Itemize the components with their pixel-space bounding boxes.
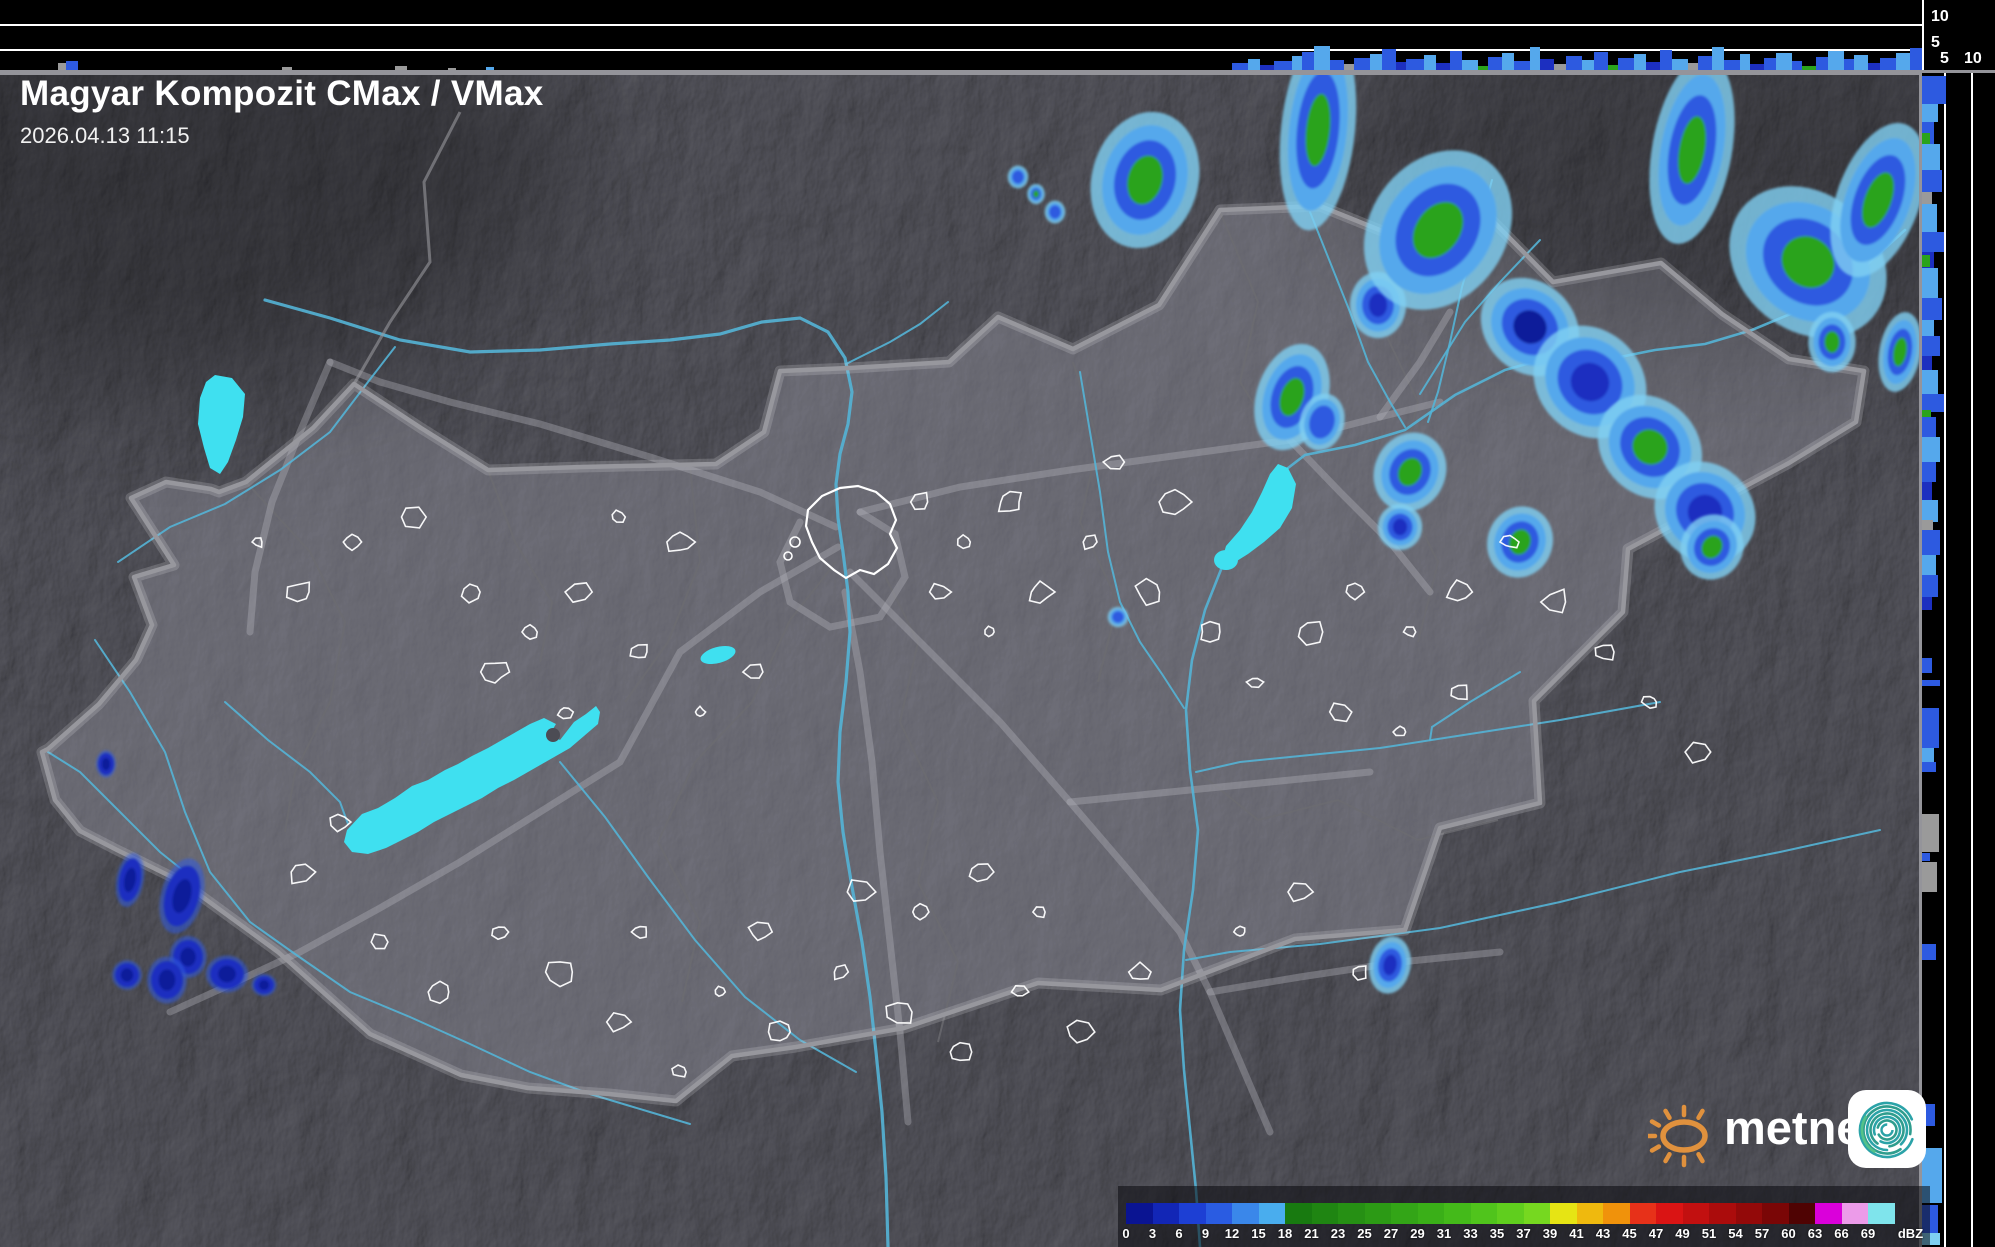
dbz-cell-9 — [1205, 1203, 1232, 1224]
dbz-tick-29: 29 — [1410, 1226, 1425, 1241]
page-title: Magyar Kompozit CMax / VMax — [20, 74, 544, 113]
vertical-separator — [1919, 72, 1922, 1247]
top-axis-label-10: 10 — [1931, 8, 1949, 25]
dbz-cell-37 — [1523, 1203, 1550, 1224]
dbz-cell-21 — [1311, 1203, 1338, 1224]
dbz-cell-45 — [1629, 1203, 1656, 1224]
dbz-tick-51: 51 — [1701, 1226, 1717, 1241]
top-profile-plot — [0, 24, 1922, 72]
top-axis-label-5: 5 — [1931, 34, 1940, 51]
dbz-cell-6 — [1179, 1203, 1206, 1224]
dbz-tick-45: 45 — [1622, 1226, 1637, 1241]
dbz-tick-23: 23 — [1330, 1226, 1346, 1241]
title-block: Magyar Kompozit CMax / VMax 2026.04.13 1… — [20, 74, 543, 149]
dbz-tick-49: 49 — [1675, 1226, 1690, 1241]
dbz-cell-57 — [1762, 1203, 1789, 1224]
metnet-app-icon — [1848, 1090, 1926, 1168]
dbz-tick-31: 31 — [1436, 1226, 1452, 1241]
dbz-tick-35: 35 — [1489, 1226, 1505, 1241]
dbz-cell-41 — [1576, 1203, 1603, 1224]
dbz-tick-27: 27 — [1383, 1226, 1399, 1241]
dbz-tick-21: 21 — [1304, 1226, 1319, 1241]
right-height-profile-strip — [1922, 72, 1995, 1247]
dbz-tick-0: 0 — [1122, 1226, 1130, 1241]
top-height-profile-strip — [0, 0, 1922, 72]
dbz-tick-47: 47 — [1648, 1226, 1664, 1241]
dbz-tick-66: 66 — [1834, 1226, 1849, 1241]
dbz-cell-43 — [1603, 1203, 1630, 1224]
dbz-tick-15: 15 — [1251, 1226, 1266, 1241]
dbz-tick-9: 9 — [1201, 1226, 1210, 1241]
dbz-tick-6: 6 — [1175, 1226, 1183, 1241]
dbz-cell-0 — [1126, 1203, 1153, 1224]
dbz-cell-33 — [1470, 1203, 1497, 1224]
profile-axis-corner: 10 5 5 10 — [1922, 0, 1995, 72]
dbz-tick-37: 37 — [1516, 1226, 1531, 1241]
dbz-cell-25 — [1364, 1203, 1391, 1224]
dbz-color-scale: 0 3 6 9 12 15 18 21 23 25 27 29 31 33 35 37 39 41 43 45 47 49… — [1118, 1186, 1930, 1247]
dbz-tick-25: 25 — [1357, 1226, 1372, 1241]
dbz-tick-60: 60 — [1781, 1226, 1796, 1241]
dbz-tick-69: 69 — [1860, 1226, 1876, 1241]
dbz-cell-69 — [1868, 1203, 1895, 1224]
dbz-cell-47 — [1656, 1203, 1683, 1224]
dbz-tick-41: 41 — [1569, 1226, 1584, 1241]
dbz-cell-31 — [1444, 1203, 1471, 1224]
dbz-tick-57: 57 — [1754, 1226, 1770, 1241]
dbz-cell-60 — [1788, 1203, 1815, 1224]
dbz-cell-49 — [1682, 1203, 1709, 1224]
dbz-tick-3: 3 — [1148, 1226, 1157, 1241]
dbz-cell-29 — [1417, 1203, 1444, 1224]
dbz-tick-12: 12 — [1224, 1226, 1240, 1241]
dbz-cell-66 — [1841, 1203, 1868, 1224]
dbz-cell-27 — [1391, 1203, 1418, 1224]
metnet-branding: metnet — [1648, 1086, 1938, 1176]
dbz-cell-3 — [1152, 1203, 1179, 1224]
dbz-cell-51 — [1709, 1203, 1736, 1224]
dbz-cell-18 — [1285, 1203, 1312, 1224]
dbz-tick-43: 43 — [1595, 1226, 1611, 1241]
dbz-tick-33: 33 — [1463, 1226, 1478, 1241]
radar-map[interactable] — [0, 72, 1922, 1247]
dbz-tick-18: 18 — [1277, 1226, 1293, 1241]
dbz-cell-63 — [1815, 1203, 1842, 1224]
right-profile-plot — [1922, 72, 1973, 1247]
spiral-logo-icon — [1858, 1101, 1916, 1159]
sun-icon — [1648, 1104, 1708, 1168]
right-axis-label-5: 5 — [1940, 50, 1949, 67]
dbz-cell-54 — [1735, 1203, 1762, 1224]
dbz-cell-23 — [1338, 1203, 1365, 1224]
dbz-tick-39: 39 — [1542, 1226, 1558, 1241]
dbz-cell-35 — [1497, 1203, 1524, 1224]
right-axis-label-10: 10 — [1964, 50, 1982, 67]
dbz-unit-label: dBZ — [1897, 1226, 1924, 1241]
dbz-cell-15 — [1258, 1203, 1285, 1224]
timestamp: 2026.04.13 11:15 — [20, 123, 190, 148]
dbz-cell-39 — [1550, 1203, 1577, 1224]
horizontal-separator — [0, 70, 1995, 73]
dbz-tick-63: 63 — [1807, 1226, 1823, 1241]
dbz-color-cells — [1126, 1203, 1895, 1224]
dbz-tick-54: 54 — [1728, 1226, 1743, 1241]
dbz-cell-12 — [1232, 1203, 1259, 1224]
hungary-composite-map — [0, 72, 1922, 1247]
